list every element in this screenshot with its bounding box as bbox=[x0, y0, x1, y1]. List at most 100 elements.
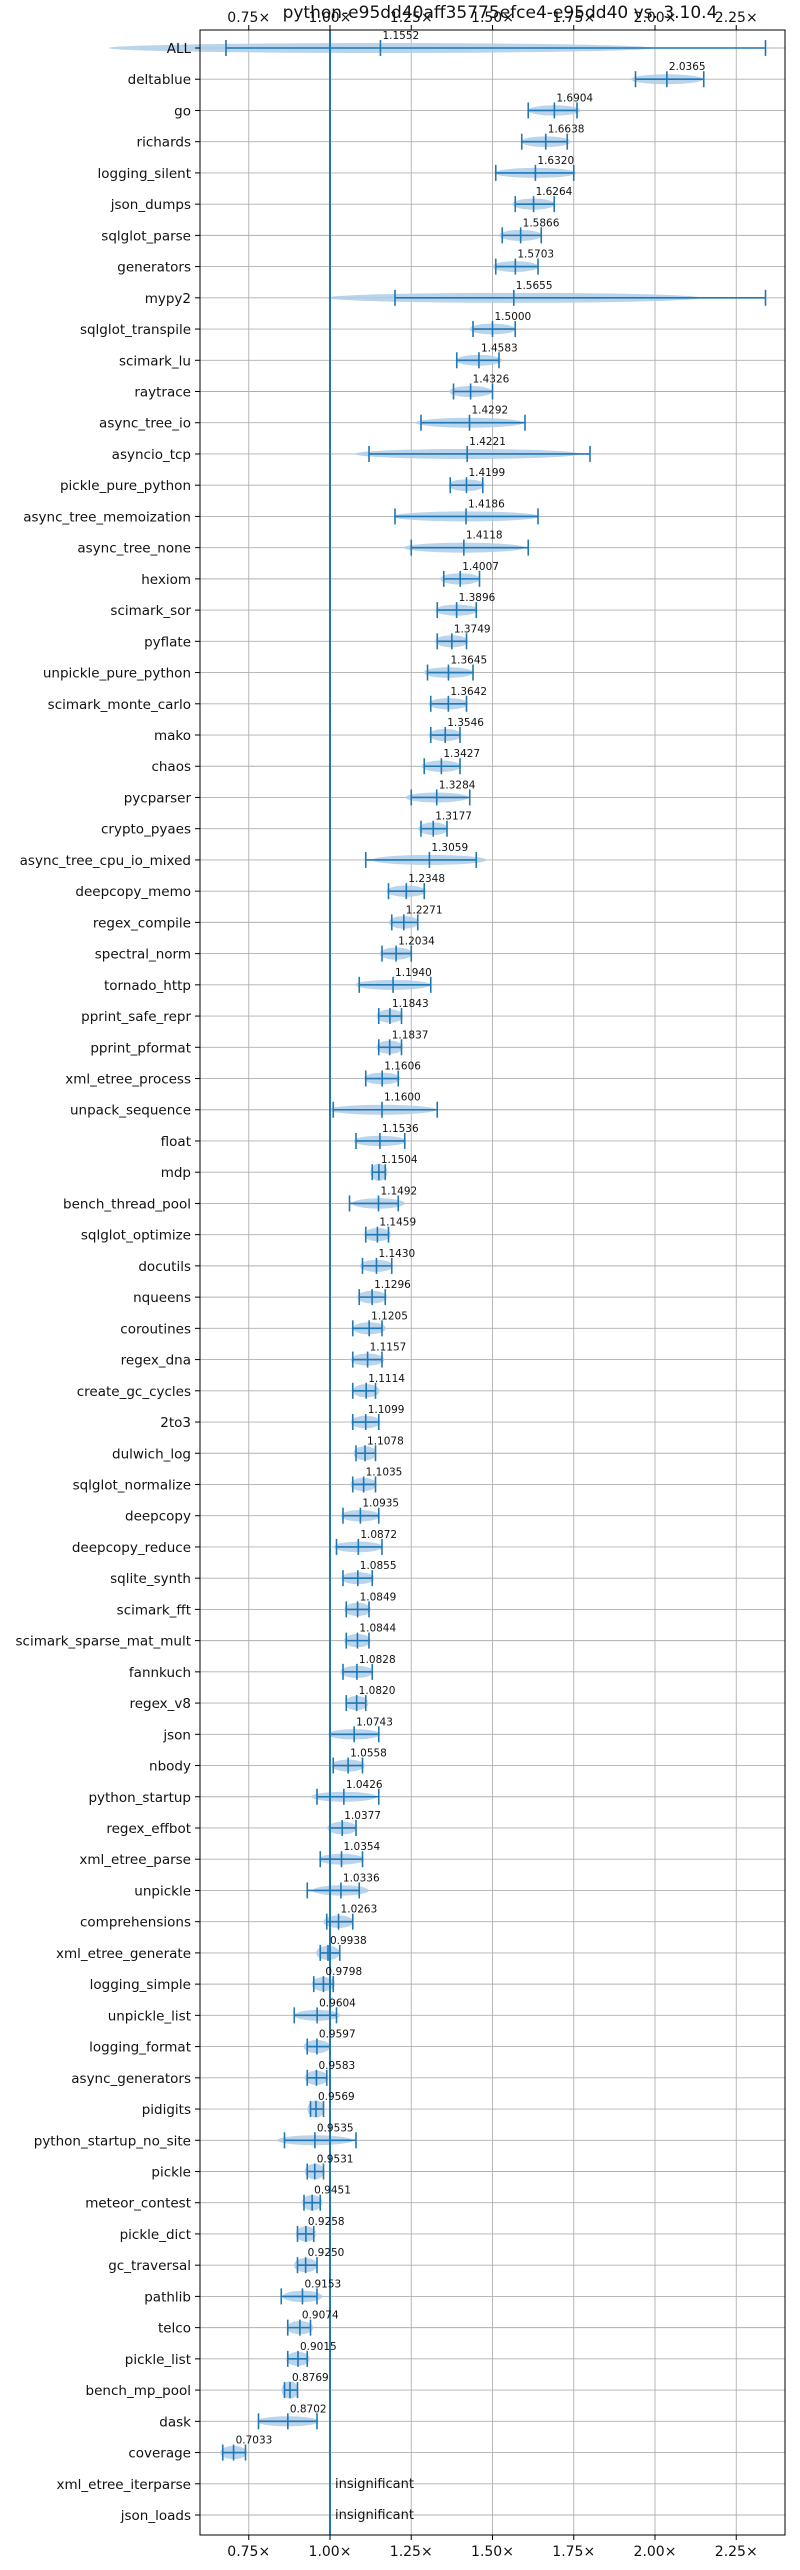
category-label-deepcopy-reduce: deepcopy_reduce bbox=[72, 1540, 191, 1556]
category-label-regex-v8: regex_v8 bbox=[129, 1696, 191, 1712]
violin-bench-mp-pool bbox=[281, 2381, 299, 2399]
category-label-unpack-sequence: unpack_sequence bbox=[70, 1103, 191, 1119]
violin-json-dumps bbox=[512, 196, 556, 213]
violin-pprint-pformat bbox=[376, 1039, 404, 1056]
category-label-meteor-contest: meteor_contest bbox=[85, 2196, 191, 2212]
category-label-create-gc-cycles: create_gc_cycles bbox=[77, 1384, 191, 1400]
value-label-scimark-sparse-mat-mult: 1.0844 bbox=[359, 1623, 396, 1635]
value-label-async-tree-none: 1.4118 bbox=[466, 530, 503, 542]
category-label-async-tree-none: async_tree_none bbox=[77, 541, 191, 557]
x-tick-label-bottom-1: 1.00× bbox=[309, 2544, 352, 2560]
category-label-gc-traversal: gc_traversal bbox=[108, 2258, 191, 2274]
category-label-async-tree-cpu-io-mixed: async_tree_cpu_io_mixed bbox=[20, 853, 191, 869]
chart-title: python-e95dd40aff35775efce4-e95dd40 vs. … bbox=[283, 3, 718, 23]
category-label-pickle-list: pickle_list bbox=[125, 2352, 191, 2368]
category-label-logging-simple: logging_simple bbox=[90, 1977, 191, 1993]
violin-bench-thread-pool bbox=[348, 1195, 405, 1212]
violin-nqueens bbox=[357, 1289, 388, 1306]
violin-tornado-http bbox=[355, 976, 432, 993]
category-label-raytrace: raytrace bbox=[134, 385, 191, 401]
category-label-mypy2: mypy2 bbox=[145, 291, 191, 307]
violin-pidigits bbox=[307, 2100, 325, 2118]
violin-logging-silent bbox=[494, 164, 577, 181]
category-label-python-startup-no-site: python_startup_no_site bbox=[34, 2133, 191, 2149]
violin-async-tree-memoization bbox=[392, 508, 540, 525]
value-label-logging-simple: 0.9798 bbox=[325, 1966, 362, 1978]
violin-generators bbox=[492, 258, 539, 275]
x-tick-label-top-6: 2.25× bbox=[715, 10, 758, 26]
category-label-spectral-norm: spectral_norm bbox=[95, 947, 191, 963]
value-label-deepcopy: 1.0935 bbox=[362, 1498, 399, 1510]
violin-pickle bbox=[304, 2163, 325, 2180]
value-label-richards: 1.6638 bbox=[548, 124, 585, 136]
value-label-json: 1.0743 bbox=[356, 1716, 393, 1728]
value-label-logging-format: 0.9597 bbox=[319, 2029, 356, 2041]
value-label-hexiom: 1.4007 bbox=[462, 561, 499, 573]
value-label-scimark-lu: 1.4583 bbox=[481, 342, 518, 354]
value-label-go: 1.6904 bbox=[556, 92, 593, 104]
value-labels: 1.1552 2.0365 1.6904 1.6638 1.6320 1.6264 1.58… bbox=[236, 30, 706, 2523]
violin-richards bbox=[520, 133, 571, 150]
x-tick-label-bottom-2: 1.25× bbox=[390, 2544, 433, 2560]
value-label-pprint-safe-repr: 1.1843 bbox=[392, 998, 429, 1010]
category-label-chaos: chaos bbox=[151, 759, 191, 775]
category-label-logging-format: logging_format bbox=[89, 2040, 191, 2056]
value-label-regex-dna: 1.1157 bbox=[370, 1342, 407, 1354]
violin-docutils bbox=[359, 1257, 394, 1274]
category-label-mako: mako bbox=[154, 728, 191, 744]
category-label-telco: telco bbox=[158, 2321, 191, 2337]
category-label-scimark-sparse-mat-mult: scimark_sparse_mat_mult bbox=[16, 1634, 191, 1650]
value-label-async-generators: 0.9583 bbox=[318, 2060, 355, 2072]
x-tick-label-bottom-3: 1.50× bbox=[471, 2544, 514, 2560]
violin-nbody bbox=[331, 1757, 365, 1774]
category-label-comprehensions: comprehensions bbox=[80, 1915, 191, 1931]
value-label-pickle-dict: 0.9258 bbox=[308, 2216, 345, 2228]
violin-sqlglot-normalize bbox=[350, 1476, 378, 1493]
category-label-python-startup: python_startup bbox=[88, 1790, 191, 1806]
value-label-raytrace: 1.4326 bbox=[473, 374, 510, 386]
value-label-scimark-fft: 1.0849 bbox=[360, 1591, 397, 1603]
value-label-regex-effbot: 1.0377 bbox=[344, 1810, 381, 1822]
category-label-regex-compile: regex_compile bbox=[93, 915, 191, 931]
violin-unpickle-list bbox=[293, 2007, 341, 2024]
category-label-regex-effbot: regex_effbot bbox=[106, 1821, 191, 1837]
category-label-float: float bbox=[161, 1134, 191, 1150]
value-label-pickle-pure-python: 1.4199 bbox=[468, 467, 505, 479]
value-label-2to3: 1.1099 bbox=[368, 1404, 405, 1416]
x-tick-label-bottom-4: 1.75× bbox=[552, 2544, 595, 2560]
category-label-generators: generators bbox=[117, 260, 191, 276]
violin-coroutines bbox=[351, 1320, 386, 1337]
value-label-telco: 0.9074 bbox=[302, 2310, 339, 2322]
violin-float bbox=[353, 1132, 407, 1149]
value-label-logging-silent: 1.6320 bbox=[537, 155, 574, 167]
category-label-async-tree-io: async_tree_io bbox=[99, 416, 191, 432]
violin-asyncio-tcp bbox=[354, 445, 591, 462]
violin-dask bbox=[256, 2413, 320, 2430]
value-label-dask: 0.8702 bbox=[290, 2403, 327, 2415]
violin-unpickle-pure-python bbox=[423, 664, 474, 681]
violin-pprint-safe-repr bbox=[376, 1008, 404, 1025]
category-label-sqlglot-normalize: sqlglot_normalize bbox=[73, 1477, 191, 1493]
violin-async-generators bbox=[304, 2069, 329, 2086]
value-label-unpack-sequence: 1.1600 bbox=[384, 1092, 421, 1104]
violin-scimark-sor bbox=[435, 602, 479, 619]
value-label-pidigits: 0.9569 bbox=[318, 2091, 355, 2103]
violin-pickle-dict bbox=[295, 2225, 317, 2242]
violin-mypy2 bbox=[326, 289, 767, 306]
violin-unpack-sequence bbox=[328, 1101, 439, 1118]
category-label-deltablue: deltablue bbox=[128, 72, 191, 88]
category-label-json-loads: json_loads bbox=[120, 2508, 191, 2524]
value-label-sqlglot-optimize: 1.1459 bbox=[379, 1217, 416, 1229]
value-label-scimark-monte-carlo: 1.3642 bbox=[450, 686, 487, 698]
value-label-mypy2: 1.5655 bbox=[516, 280, 553, 292]
violin-deepcopy-memo bbox=[386, 883, 427, 900]
value-label-json-loads: insignificant bbox=[335, 2508, 414, 2523]
violin-fannkuch bbox=[340, 1663, 374, 1680]
violin-hexiom bbox=[440, 570, 481, 587]
value-label-all: 1.1552 bbox=[382, 30, 419, 42]
category-label-pickle-dict: pickle_dict bbox=[120, 2227, 191, 2243]
category-label-docutils: docutils bbox=[138, 1259, 191, 1275]
value-label-json-dumps: 1.6264 bbox=[536, 186, 573, 198]
category-label-scimark-lu: scimark_lu bbox=[119, 353, 191, 369]
category-label-2to3: 2to3 bbox=[160, 1415, 191, 1431]
